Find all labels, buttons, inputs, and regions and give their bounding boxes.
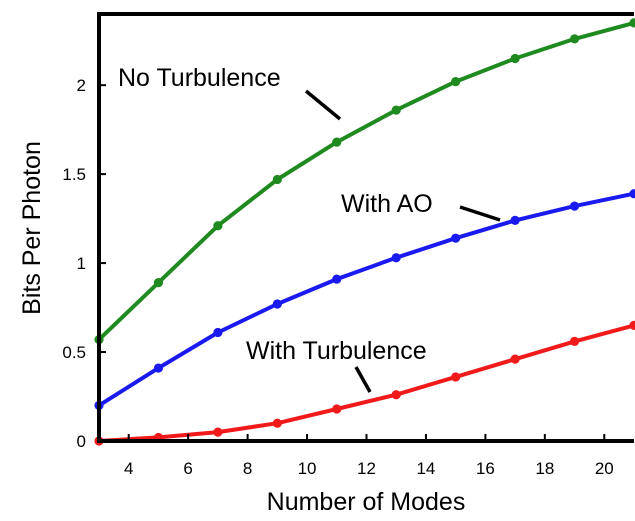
series-1-point-3 xyxy=(272,299,282,309)
annotation-leader-line xyxy=(459,205,501,222)
x-tick-label: 16 xyxy=(476,459,495,478)
series-0-point-8 xyxy=(569,34,580,44)
y-axis-title: Bits Per Photon xyxy=(18,141,46,315)
series-0-point-7 xyxy=(510,53,520,64)
series-0-point-4 xyxy=(332,137,342,147)
series-2-point-6 xyxy=(451,372,461,382)
series-2-point-5 xyxy=(391,390,401,400)
series-annotation-label: With Turbulence xyxy=(246,337,427,365)
x-axis-title: Number of Modes xyxy=(267,488,466,516)
y-tick-label: 0 xyxy=(77,432,86,451)
series-1-point-1 xyxy=(153,363,164,373)
series-1-point-7 xyxy=(510,215,520,225)
series-2-point-3 xyxy=(272,418,282,428)
annotation-leader-line xyxy=(354,366,372,393)
series-0-point-6 xyxy=(451,77,461,87)
annotation-leader-line xyxy=(304,89,342,121)
series-0-point-9 xyxy=(629,18,635,28)
y-tick-label: 2 xyxy=(77,76,86,95)
series-0-point-3 xyxy=(272,174,282,185)
x-axis-ticks: 4 6 8 10 12 14 16 18 20 xyxy=(124,434,614,478)
series-0-point-5 xyxy=(391,105,401,115)
series-1-point-2 xyxy=(213,327,223,338)
x-tick-label: 6 xyxy=(183,459,192,478)
series-2-point-4 xyxy=(332,404,342,414)
series-2-point-7 xyxy=(510,354,520,364)
series-layer xyxy=(94,18,635,446)
x-tick-label: 14 xyxy=(416,459,435,478)
y-tick-label: 1 xyxy=(77,254,86,273)
series-0-point-2 xyxy=(213,221,223,231)
x-tick-label: 18 xyxy=(535,459,554,478)
series-2-point-2 xyxy=(213,427,223,437)
x-tick-label: 20 xyxy=(595,459,614,478)
x-tick-label: 10 xyxy=(298,459,317,478)
x-tick-label: 4 xyxy=(124,459,133,478)
series-1-point-8 xyxy=(569,201,580,211)
series-1-point-5 xyxy=(391,253,401,263)
x-tick-label: 12 xyxy=(357,459,376,478)
y-tick-label: 1.5 xyxy=(62,165,86,184)
series-0-point-1 xyxy=(153,278,164,288)
series-1-point-6 xyxy=(451,233,461,243)
series-line-0 xyxy=(97,20,635,342)
series-annotation-label: No Turbulence xyxy=(118,64,281,92)
series-1-point-4 xyxy=(332,274,342,284)
series-2-point-9 xyxy=(629,320,635,330)
x-tick-label: 8 xyxy=(243,459,252,478)
series-annotations: No Turbulence With AO With Turbulence xyxy=(118,64,501,393)
y-tick-label: 0.5 xyxy=(62,343,86,362)
plot-frame xyxy=(97,12,634,443)
series-annotation-label: With AO xyxy=(341,190,433,218)
series-line-1 xyxy=(97,191,635,408)
series-2-point-8 xyxy=(569,336,580,346)
axes-frame xyxy=(97,12,634,443)
series-1-point-9 xyxy=(629,189,635,199)
